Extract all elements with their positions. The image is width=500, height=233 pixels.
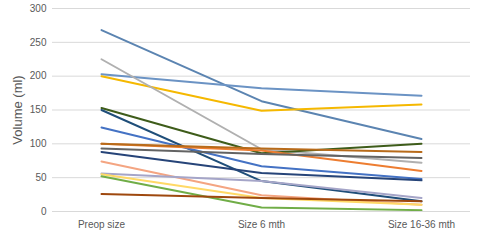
svg-text:0: 0 bbox=[41, 206, 47, 217]
svg-text:Size 16-36 mth: Size 16-36 mth bbox=[388, 219, 455, 230]
svg-text:100: 100 bbox=[30, 138, 47, 149]
svg-text:Preop size: Preop size bbox=[78, 219, 126, 230]
svg-text:Volume (ml): Volume (ml) bbox=[10, 75, 25, 144]
svg-text:Size 6 mth: Size 6 mth bbox=[238, 219, 285, 230]
svg-text:150: 150 bbox=[30, 104, 47, 115]
svg-text:300: 300 bbox=[30, 3, 47, 14]
svg-text:250: 250 bbox=[30, 37, 47, 48]
svg-text:200: 200 bbox=[30, 70, 47, 81]
svg-text:50: 50 bbox=[35, 172, 47, 183]
